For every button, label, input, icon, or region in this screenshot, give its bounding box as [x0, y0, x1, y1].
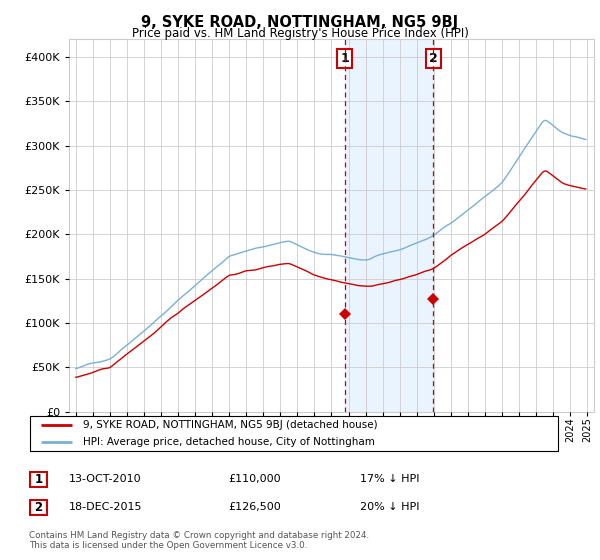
Text: 1: 1: [341, 52, 349, 65]
FancyBboxPatch shape: [30, 472, 47, 487]
Text: Price paid vs. HM Land Registry's House Price Index (HPI): Price paid vs. HM Land Registry's House …: [131, 27, 469, 40]
Text: £126,500: £126,500: [228, 502, 281, 512]
Text: 2: 2: [429, 52, 437, 65]
Text: £110,000: £110,000: [228, 474, 281, 484]
Text: 18-DEC-2015: 18-DEC-2015: [69, 502, 143, 512]
Text: 17% ↓ HPI: 17% ↓ HPI: [360, 474, 419, 484]
Text: 1: 1: [34, 473, 43, 486]
FancyBboxPatch shape: [30, 416, 558, 451]
Text: 9, SYKE ROAD, NOTTINGHAM, NG5 9BJ (detached house): 9, SYKE ROAD, NOTTINGHAM, NG5 9BJ (detac…: [83, 420, 377, 430]
Text: 20% ↓ HPI: 20% ↓ HPI: [360, 502, 419, 512]
Bar: [345, 39, 433, 412]
Text: 9, SYKE ROAD, NOTTINGHAM, NG5 9BJ: 9, SYKE ROAD, NOTTINGHAM, NG5 9BJ: [142, 15, 458, 30]
FancyBboxPatch shape: [30, 500, 47, 515]
Text: HPI: Average price, detached house, City of Nottingham: HPI: Average price, detached house, City…: [83, 437, 374, 447]
Text: 13-OCT-2010: 13-OCT-2010: [69, 474, 142, 484]
Text: 2: 2: [34, 501, 43, 514]
Text: Contains HM Land Registry data © Crown copyright and database right 2024.
This d: Contains HM Land Registry data © Crown c…: [29, 531, 369, 550]
